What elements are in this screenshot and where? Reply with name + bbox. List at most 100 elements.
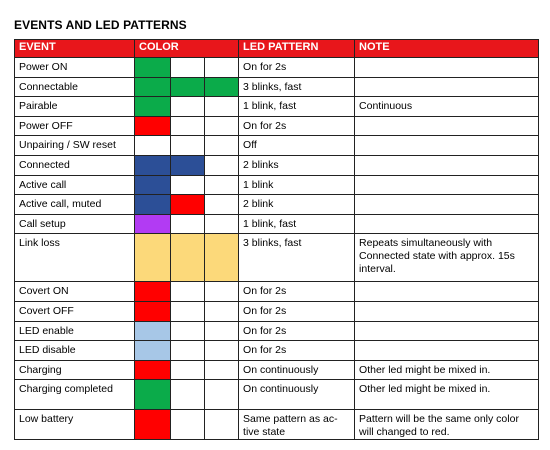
table-row: Charging On continuously Other led might b… xyxy=(14,359,540,381)
led-pattern-cell: On for 2s xyxy=(238,320,356,342)
table-row: Covert ON On for 2s xyxy=(14,281,540,302)
event-cell: Pairable xyxy=(14,96,135,117)
note-cell xyxy=(354,135,540,156)
event-cell: Active call xyxy=(14,174,135,196)
color-swatch xyxy=(134,174,171,196)
event-cell: Low battery xyxy=(14,409,135,441)
color-swatch xyxy=(134,57,171,78)
note-cell: Other led might be mixed in. xyxy=(354,359,540,381)
color-swatch xyxy=(134,409,171,441)
note-cell xyxy=(354,340,540,361)
color-swatch xyxy=(203,409,240,441)
event-cell: Unpairing / SW reset xyxy=(14,135,135,156)
color-swatch xyxy=(170,300,205,322)
header-color: COLOR xyxy=(133,39,240,58)
event-cell: Covert OFF xyxy=(14,300,135,322)
color-swatch xyxy=(170,379,205,411)
note-cell xyxy=(354,213,540,235)
led-pattern-cell: On continuously xyxy=(238,359,356,381)
events-table: EVENT COLOR LED PATTERN NOTE Power ON On … xyxy=(14,39,540,441)
event-cell: LED disable xyxy=(14,340,135,361)
event-cell: Covert ON xyxy=(14,281,135,302)
table-row: Covert OFF On for 2s xyxy=(14,300,540,322)
led-pattern-cell: On continuously xyxy=(238,379,356,411)
note-cell xyxy=(354,194,540,215)
color-swatch xyxy=(203,154,240,176)
color-swatch xyxy=(203,300,240,322)
color-swatch xyxy=(134,340,171,361)
note-cell xyxy=(354,320,540,342)
event-cell: Charging completed xyxy=(14,379,135,411)
table-row: Power OFF On for 2s xyxy=(14,115,540,137)
led-pattern-cell: On for 2s xyxy=(238,57,356,78)
table-row: Link loss 3 blinks, fast Repeats simultane… xyxy=(14,233,540,283)
event-cell: Call setup xyxy=(14,213,135,235)
color-swatch xyxy=(134,115,171,137)
event-cell: Active call, muted xyxy=(14,194,135,215)
table-header-row: EVENT COLOR LED PATTERN NOTE xyxy=(14,39,540,58)
led-pattern-cell: On for 2s xyxy=(238,115,356,137)
event-cell: Connected xyxy=(14,154,135,176)
table-row: Pairable 1 blink, fast Continuous xyxy=(14,96,540,117)
color-swatch xyxy=(203,96,240,117)
color-swatch xyxy=(134,281,171,302)
note-cell xyxy=(354,154,540,176)
led-pattern-cell: 1 blink, fast xyxy=(238,96,356,117)
event-cell: Power OFF xyxy=(14,115,135,137)
color-swatch xyxy=(134,300,171,322)
event-cell: LED enable xyxy=(14,320,135,342)
color-swatch xyxy=(203,57,240,78)
led-pattern-cell: On for 2s xyxy=(238,300,356,322)
color-swatch xyxy=(203,174,240,196)
led-pattern-cell: 2 blink xyxy=(238,194,356,215)
color-swatch xyxy=(170,76,205,98)
led-pattern-cell: 2 blinks xyxy=(238,154,356,176)
color-swatch xyxy=(170,233,205,283)
color-swatch xyxy=(203,233,240,283)
color-swatch xyxy=(203,281,240,302)
led-pattern-cell: 3 blinks, fast xyxy=(238,76,356,98)
color-swatch xyxy=(170,359,205,381)
note-cell xyxy=(354,300,540,322)
color-swatch xyxy=(203,320,240,342)
color-swatch xyxy=(170,154,205,176)
table-row: Active call 1 blink xyxy=(14,174,540,196)
table-row: Unpairing / SW reset Off xyxy=(14,135,540,156)
color-swatch xyxy=(170,194,205,215)
header-event: EVENT xyxy=(14,39,135,58)
color-swatch xyxy=(203,115,240,137)
color-swatch xyxy=(203,379,240,411)
header-led-pattern: LED PATTERN xyxy=(238,39,356,58)
table-row: LED enable On for 2s xyxy=(14,320,540,342)
note-cell xyxy=(354,174,540,196)
color-swatch xyxy=(134,194,171,215)
table-row: Power ON On for 2s xyxy=(14,57,540,78)
color-swatch xyxy=(170,409,205,441)
note-cell: Repeats simultaneously with Connected st… xyxy=(354,233,540,283)
led-pattern-cell: 1 blink xyxy=(238,174,356,196)
event-cell: Link loss xyxy=(14,233,135,283)
color-swatch xyxy=(170,213,205,235)
color-swatch xyxy=(203,213,240,235)
page-title: EVENTS AND LED PATTERNS xyxy=(14,18,187,32)
color-swatch xyxy=(134,135,171,156)
color-swatch xyxy=(203,359,240,381)
color-swatch xyxy=(134,76,171,98)
color-swatch xyxy=(170,135,205,156)
led-pattern-cell: Off xyxy=(238,135,356,156)
table-row: Call setup 1 blink, fast xyxy=(14,213,540,235)
color-swatch xyxy=(203,194,240,215)
table-body: Power ON On for 2s Connectable 3 blinks, fa… xyxy=(14,57,540,441)
note-cell: Continuous xyxy=(354,96,540,117)
led-pattern-cell: On for 2s xyxy=(238,340,356,361)
note-cell xyxy=(354,57,540,78)
led-pattern-cell: On for 2s xyxy=(238,281,356,302)
color-swatch xyxy=(134,320,171,342)
color-swatch xyxy=(134,233,171,283)
note-cell: Other led might be mixed in. xyxy=(354,379,540,411)
note-cell xyxy=(354,115,540,137)
table-row: Connected 2 blinks xyxy=(14,154,540,176)
note-cell: Pattern will be the same only color will… xyxy=(354,409,540,441)
color-swatch xyxy=(170,281,205,302)
led-pattern-cell: 1 blink, fast xyxy=(238,213,356,235)
